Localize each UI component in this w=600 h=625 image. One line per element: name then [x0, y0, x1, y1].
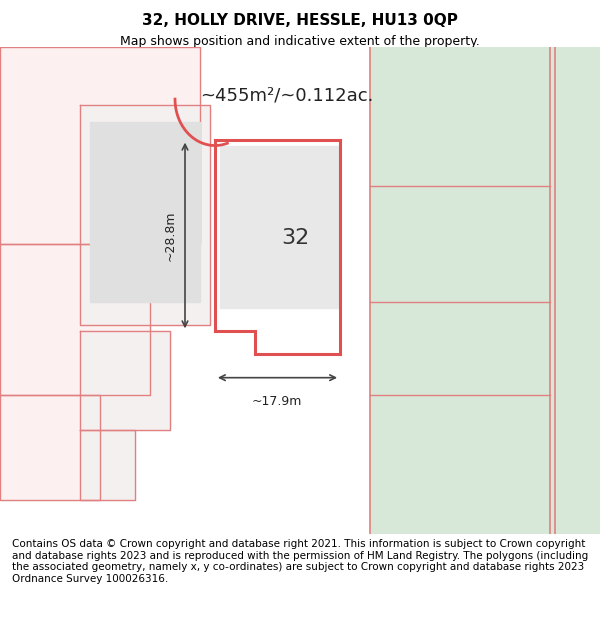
Polygon shape — [220, 146, 340, 308]
Polygon shape — [80, 430, 135, 499]
Polygon shape — [80, 331, 170, 430]
Polygon shape — [90, 122, 200, 302]
Text: Map shows position and indicative extent of the property.: Map shows position and indicative extent… — [120, 35, 480, 48]
Polygon shape — [0, 395, 100, 499]
Polygon shape — [80, 105, 210, 326]
Text: ~17.9m: ~17.9m — [252, 395, 302, 408]
Polygon shape — [215, 140, 345, 354]
Text: ~28.8m: ~28.8m — [164, 211, 177, 261]
Text: 32: 32 — [281, 228, 309, 248]
Text: 32, HOLLY DRIVE, HESSLE, HU13 0QP: 32, HOLLY DRIVE, HESSLE, HU13 0QP — [142, 13, 458, 28]
Polygon shape — [0, 47, 200, 244]
Text: ~455m²/~0.112ac.: ~455m²/~0.112ac. — [200, 87, 373, 105]
Text: Contains OS data © Crown copyright and database right 2021. This information is : Contains OS data © Crown copyright and d… — [12, 539, 588, 584]
Polygon shape — [370, 47, 600, 534]
Polygon shape — [0, 244, 150, 395]
